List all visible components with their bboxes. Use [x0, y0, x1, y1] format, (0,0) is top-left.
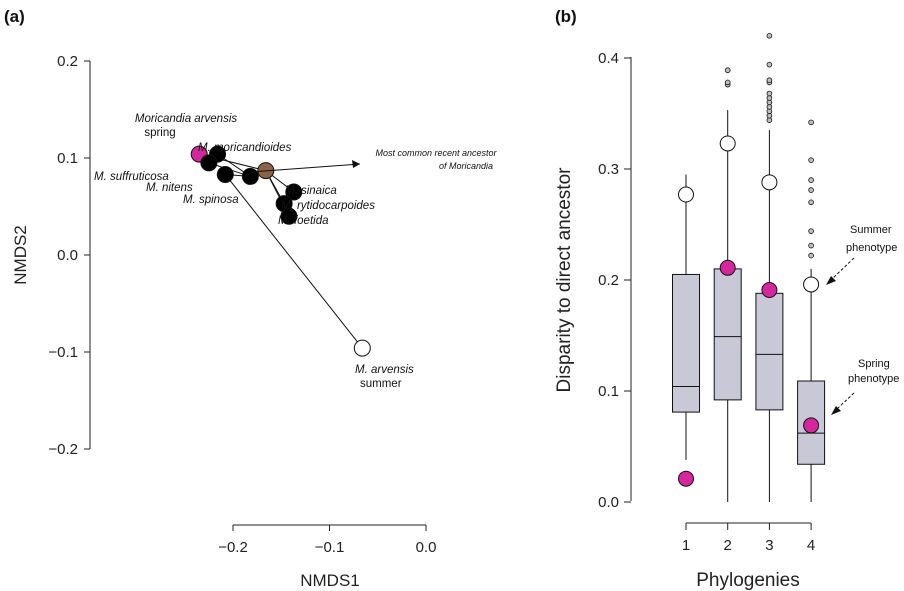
tree-edge [224, 174, 363, 349]
box-iqr [672, 273, 700, 413]
label-summer: summer [360, 378, 402, 390]
panel-a-y-tick-label: 0.2 [57, 53, 78, 70]
spring-annotation: Spring phenotype [831, 358, 899, 415]
label-spring: spring [144, 127, 175, 139]
panel-b-y-tick-label: 0.2 [598, 272, 619, 289]
outlier-point [808, 187, 814, 193]
summer-phenotype-point [761, 174, 778, 191]
spring-phenotype-point [761, 281, 778, 298]
panel-a-y-tick-label: −0.1 [48, 344, 78, 361]
label-foetida: M. foetida [278, 215, 329, 227]
label-spring-title: Moricandia arvensis [135, 113, 238, 125]
spring-annotation-line2: phenotype [848, 373, 899, 385]
boxplot-4 [797, 119, 826, 502]
panel-a-y-tick-label: 0.0 [57, 247, 78, 264]
spring-phenotype-point [719, 259, 736, 276]
panel-a-label: (a) [4, 7, 25, 26]
outlier-point [766, 77, 773, 83]
panel-a-x-tick-label: −0.2 [218, 539, 248, 556]
panel-b-y-tick-label: 0.0 [598, 494, 619, 511]
panel-b-y-title: Disparity to direct ancestor [554, 167, 575, 393]
outlier-point [808, 252, 814, 259]
panel-b-x-title: Phylogenies [696, 570, 800, 591]
boxplot-2 [713, 67, 742, 502]
panel-b-y-tick-label: 0.1 [598, 383, 619, 400]
ancestor-arrow [250, 160, 361, 173]
panel-a-y-title: NMDS2 [11, 225, 30, 285]
box-iqr [713, 268, 742, 401]
point-sinaica [285, 183, 303, 201]
summer-phenotype-point [803, 276, 820, 293]
label-sinaica: M. sinaica [285, 185, 337, 197]
panel-a-x-tick-label: −0.1 [315, 539, 345, 556]
point-foetida [280, 207, 298, 225]
outlier-point [808, 228, 814, 234]
spring-phenotype-point [803, 417, 820, 434]
outlier-point [808, 157, 814, 163]
panel-b-y-tick-label: 0.3 [598, 161, 619, 178]
panel-a-x-tick-label: 0.0 [416, 539, 437, 556]
panel-b-label: (b) [555, 7, 577, 26]
summer-phenotype-point [719, 135, 736, 152]
outlier-point [766, 61, 773, 68]
panel-a-x-title: NMDS1 [300, 571, 360, 590]
spring-annotation-line1: Spring [858, 358, 890, 370]
panel-b-x-tick-label: 1 [682, 537, 690, 554]
panel-b-y-tick-label: 0.4 [598, 50, 619, 67]
outlier-point [808, 177, 814, 183]
panel-a: 0.2 0.1 0.0 −0.1 −0.2 −0.2 −0.1 0.0 NMDS1 NMDS… [11, 53, 498, 590]
point-spinosa [241, 167, 259, 185]
point-suffruticosa [200, 154, 218, 172]
summer-annotation-line2: phenotype [846, 242, 897, 254]
panel-b-x-tick-label: 4 [807, 537, 815, 554]
label-moricandioides: M. moricandioides [198, 142, 292, 154]
outlier-point [766, 32, 773, 39]
panel-b-x-tick-label: 2 [724, 537, 732, 554]
label-ancestor: Most common recent ancestor [375, 148, 497, 158]
point-nitens [216, 165, 234, 183]
point-summer [353, 339, 371, 357]
panel-a-y-tick-label: 0.1 [57, 150, 78, 167]
spring-phenotype-point [678, 470, 694, 487]
summer-annotation: Summer phenotype [826, 224, 897, 285]
summer-phenotype-point [678, 186, 694, 203]
outlier-point [724, 79, 731, 86]
boxplot-3 [755, 32, 784, 502]
panel-a-y-tick-label: −0.2 [48, 441, 78, 458]
panel-b: 0.0 0.1 0.2 0.3 0.4 1 2 3 4 Phylogenies Dispari… [554, 32, 899, 591]
panel-b-x-tick-label: 3 [765, 537, 773, 554]
label-nitens: M. nitens [146, 182, 193, 194]
box-iqr [755, 292, 784, 411]
outlier-point [724, 67, 731, 74]
outlier-point [808, 119, 814, 126]
label-spinosa: M. spinosa [183, 194, 239, 206]
label-summer-species: M. arvensis [355, 364, 414, 376]
boxplot-1 [672, 174, 700, 487]
outlier-point [808, 242, 814, 249]
outlier-point [808, 199, 814, 206]
outlier-point [766, 90, 773, 97]
summer-annotation-line1: Summer [850, 224, 892, 236]
label-rytidocarpoides: M. rytidocarpoides [281, 200, 375, 212]
panel-a-species-labels: Moricandia arvensis spring M. moricandio… [94, 113, 498, 390]
label-suffruticosa: M. suffruticosa [94, 171, 169, 183]
label-ancestor-2: of Moricandia [439, 161, 493, 171]
